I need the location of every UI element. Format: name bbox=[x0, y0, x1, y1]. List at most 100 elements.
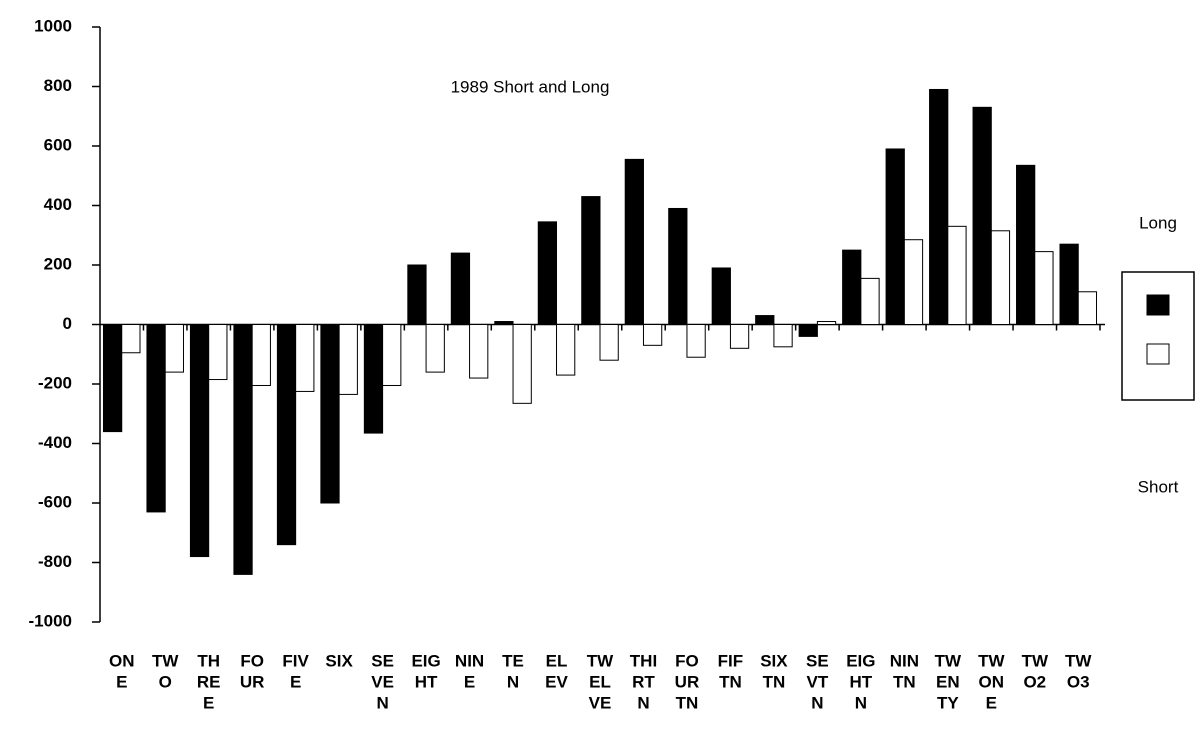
bar bbox=[556, 324, 576, 376]
x-tick-label: TW bbox=[1022, 651, 1049, 670]
x-tick-label: TW bbox=[1065, 651, 1092, 670]
x-tick-label: SIX bbox=[325, 651, 353, 670]
y-tick-label: 600 bbox=[44, 135, 72, 154]
x-tick-label: UR bbox=[240, 672, 265, 691]
bar bbox=[164, 324, 184, 373]
y-tick-label: 800 bbox=[44, 76, 72, 95]
bar bbox=[146, 324, 166, 513]
bar bbox=[816, 321, 837, 325]
x-tick-label: E bbox=[464, 672, 475, 691]
y-tick-label: 0 bbox=[63, 314, 72, 333]
bar bbox=[320, 324, 340, 504]
bar bbox=[581, 196, 601, 325]
x-tick-label: TY bbox=[937, 693, 959, 712]
x-tick-label: TN bbox=[763, 672, 786, 691]
bar bbox=[668, 207, 688, 326]
bar bbox=[599, 324, 619, 361]
bar bbox=[537, 221, 558, 325]
bar bbox=[469, 324, 489, 379]
x-tick-label: UR bbox=[675, 672, 700, 691]
x-tick-label: N bbox=[376, 693, 388, 712]
x-tick-label: VE bbox=[589, 693, 612, 712]
bar bbox=[729, 324, 750, 349]
x-tick-label: TN bbox=[676, 693, 699, 712]
y-tick-label: -200 bbox=[38, 373, 72, 392]
bar bbox=[251, 324, 271, 386]
x-tick-label: O bbox=[159, 672, 172, 691]
x-tick-label: EL bbox=[589, 672, 611, 691]
x-tick-label: TN bbox=[893, 672, 916, 691]
x-tick-label: TW bbox=[587, 651, 614, 670]
chart-title: 1989 Short and Long bbox=[451, 77, 610, 96]
y-tick-label: 200 bbox=[44, 254, 72, 273]
x-tick-label: SE bbox=[806, 651, 829, 670]
bar bbox=[425, 324, 445, 373]
x-tick-label: O3 bbox=[1067, 672, 1090, 691]
x-tick-label: N bbox=[637, 693, 649, 712]
y-tick-label: -600 bbox=[38, 492, 72, 511]
bar bbox=[711, 267, 731, 326]
y-tick-label: 400 bbox=[44, 195, 72, 214]
bar bbox=[208, 324, 228, 381]
bar bbox=[947, 225, 967, 325]
x-tick-label: RT bbox=[632, 672, 655, 691]
bar bbox=[102, 324, 123, 433]
x-tick-label: N bbox=[507, 672, 519, 691]
bar bbox=[363, 324, 384, 434]
x-tick-label: EV bbox=[545, 672, 568, 691]
x-tick-label: FIF bbox=[718, 651, 744, 670]
bar bbox=[407, 264, 427, 325]
x-tick-label: E bbox=[203, 693, 214, 712]
x-tick-label: EIG bbox=[411, 651, 440, 670]
bar bbox=[929, 88, 949, 325]
y-tick-label: -800 bbox=[38, 552, 72, 571]
x-tick-label: TW bbox=[978, 651, 1005, 670]
legend-label: Short bbox=[1138, 477, 1179, 496]
x-tick-label: TW bbox=[935, 651, 962, 670]
y-tick-label: -1000 bbox=[29, 611, 72, 630]
x-tick-label: NIN bbox=[455, 651, 484, 670]
legend-label: Long bbox=[1139, 213, 1177, 232]
x-tick-label: HT bbox=[850, 672, 873, 691]
x-tick-label: EL bbox=[546, 651, 568, 670]
x-tick-label: SIX bbox=[760, 651, 788, 670]
x-tick-label: EIG bbox=[846, 651, 875, 670]
x-tick-label: ON bbox=[109, 651, 135, 670]
legend-swatch bbox=[1146, 343, 1170, 365]
bar bbox=[842, 249, 862, 325]
x-tick-label: TN bbox=[719, 672, 742, 691]
bar bbox=[338, 324, 358, 395]
x-tick-label: VE bbox=[371, 672, 394, 691]
x-tick-label: TH bbox=[197, 651, 220, 670]
bar bbox=[903, 239, 924, 325]
x-tick-label: RE bbox=[197, 672, 221, 691]
bar bbox=[512, 324, 532, 404]
bar bbox=[1059, 243, 1079, 325]
y-tick-label: 1000 bbox=[34, 16, 72, 35]
bar bbox=[686, 324, 706, 358]
bar bbox=[885, 148, 905, 325]
legend-box bbox=[1121, 271, 1195, 401]
bar bbox=[121, 324, 141, 354]
x-tick-label: ON bbox=[979, 672, 1005, 691]
x-tick-label: E bbox=[116, 672, 127, 691]
x-tick-label: EN bbox=[936, 672, 960, 691]
x-tick-label: N bbox=[855, 693, 867, 712]
x-tick-label: NIN bbox=[890, 651, 919, 670]
bar bbox=[860, 277, 880, 326]
x-tick-label: TE bbox=[502, 651, 524, 670]
bar bbox=[1016, 164, 1036, 325]
bar bbox=[450, 252, 471, 326]
bar bbox=[990, 230, 1011, 326]
bar bbox=[1077, 291, 1098, 325]
bar bbox=[494, 321, 514, 325]
x-tick-label: FO bbox=[675, 651, 699, 670]
bar bbox=[642, 324, 663, 346]
bar bbox=[773, 324, 793, 348]
bar bbox=[1034, 251, 1054, 325]
x-tick-label: E bbox=[986, 693, 997, 712]
x-tick-label: E bbox=[290, 672, 301, 691]
x-tick-label: O2 bbox=[1023, 672, 1046, 691]
bar bbox=[798, 324, 818, 337]
